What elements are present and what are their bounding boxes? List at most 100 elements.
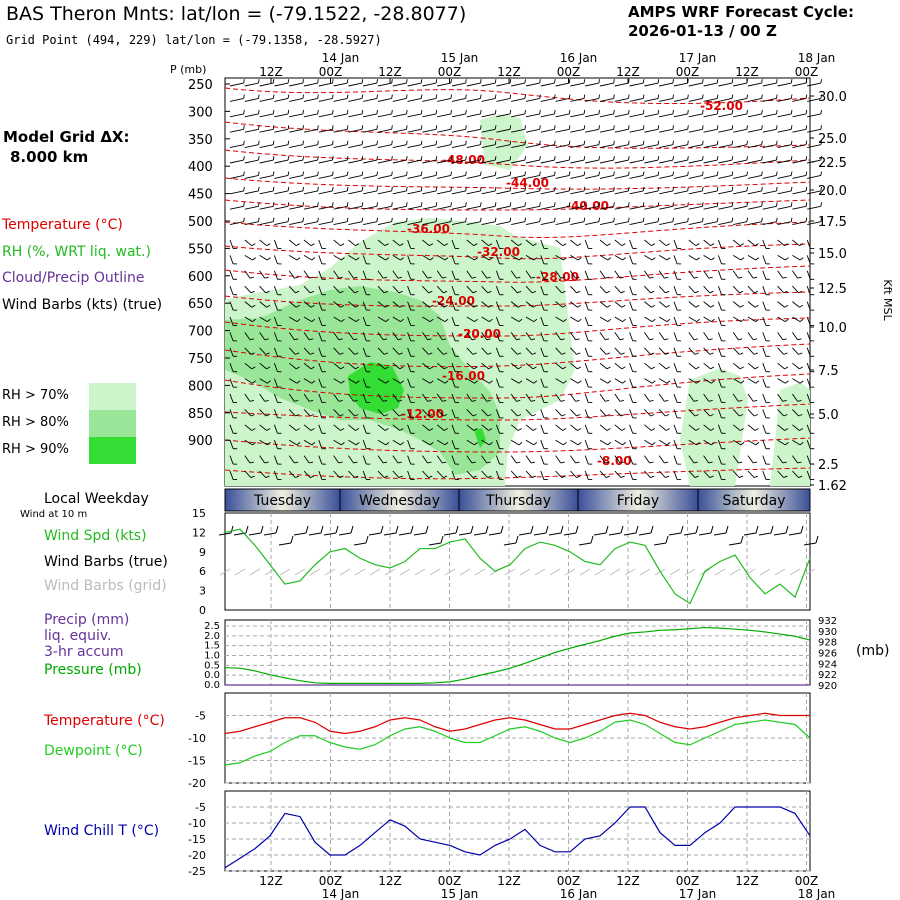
wind-barb-feather	[651, 428, 656, 431]
wind-barb	[762, 440, 767, 449]
wind-barb-feather	[361, 94, 364, 99]
wind-barb	[555, 190, 570, 195]
wind-barb-feather	[346, 94, 349, 99]
wind-barb-feather	[739, 290, 744, 294]
grid-wind-barb	[789, 568, 801, 576]
pressure-tick-label: 930	[818, 627, 837, 638]
wind-barb	[703, 347, 711, 355]
wind-barb	[644, 270, 650, 279]
wind-barb-feather	[385, 257, 390, 261]
wind-barb	[510, 362, 519, 370]
wind-barb-feather	[598, 156, 600, 161]
isotherm-line	[224, 265, 811, 283]
wind-barb	[747, 316, 756, 323]
wind-barb-feather	[620, 475, 625, 479]
wind-barb	[540, 270, 545, 280]
wind-barb-feather	[746, 171, 748, 176]
wind-barb-feather	[665, 366, 670, 370]
wind-barb-feather	[628, 171, 630, 176]
wind-barb	[318, 144, 333, 149]
wind-barb-feather	[332, 125, 334, 130]
wind-barb-feather	[776, 171, 778, 176]
wind-barb-feather	[346, 217, 349, 222]
legend-precip: Precip (mm)	[44, 612, 130, 628]
wind-barb	[244, 270, 251, 279]
wind-barb-feather	[509, 109, 512, 114]
wind-barb-feather	[642, 171, 645, 176]
wind-barb-feather	[474, 318, 478, 322]
pressure-tick-label: 500	[188, 215, 213, 230]
wind-barb	[377, 255, 386, 261]
wind-barb	[362, 470, 367, 480]
wind-barb-feather	[287, 125, 290, 130]
wind-barb	[377, 205, 392, 210]
wind-barb	[481, 285, 489, 294]
wind-barb	[762, 255, 767, 265]
wind-barb-feather	[427, 461, 432, 464]
wind-barb-feather	[391, 125, 393, 130]
wind-barb-feather	[450, 94, 452, 99]
wind-barb	[436, 362, 445, 370]
wind-barb	[629, 393, 634, 403]
wind-barb	[407, 205, 422, 210]
wind-barb	[333, 424, 341, 431]
pressure-tick-label: 922	[818, 670, 837, 681]
wind-barb	[273, 301, 278, 311]
wind-barb	[466, 439, 475, 446]
grid-wind-barb	[399, 568, 411, 576]
wind-barb-feather	[265, 290, 270, 294]
wind-barb-feather	[516, 338, 521, 341]
wind-barb-feather	[517, 352, 522, 355]
top-time-label: 00Z	[676, 65, 700, 79]
wind-barb-feather	[568, 109, 571, 114]
wind-barb	[673, 144, 688, 149]
wind-barb	[644, 128, 659, 133]
wind-barb-feather	[494, 109, 497, 114]
wind-barb-feather	[583, 217, 586, 222]
wind-barb-feather	[693, 338, 698, 341]
wind-barb	[777, 393, 784, 402]
wind-barb	[303, 301, 312, 308]
bottom-time-label: 12Z	[497, 874, 521, 888]
wind-barb	[303, 316, 312, 323]
wind-barb	[599, 98, 614, 102]
wind-barb-feather	[444, 442, 449, 446]
wind-barb-feather	[317, 186, 319, 191]
wind-barb	[481, 144, 496, 149]
wind-barb-feather	[716, 125, 719, 130]
wind-barb	[762, 98, 777, 102]
wind-barb	[259, 255, 268, 261]
wind-barb-feather	[473, 366, 478, 370]
wind-barb	[703, 175, 718, 179]
wind-barb	[792, 455, 798, 464]
wind-barb	[629, 221, 644, 226]
wind-barb-feather	[376, 125, 378, 130]
wind-barb-feather	[785, 380, 789, 384]
wind-barb	[599, 455, 606, 464]
wind-barb-feather	[272, 186, 275, 191]
wind-barb-feather	[785, 257, 789, 261]
wind-barb	[629, 82, 644, 87]
wind-barb-feather	[642, 156, 645, 161]
wind-barb-feather	[577, 318, 582, 322]
wind-barb	[377, 190, 392, 195]
wind-barb-feather	[489, 380, 493, 384]
wind-barb	[570, 159, 585, 164]
wind-barb-feather	[738, 399, 743, 402]
wind-barb	[422, 424, 430, 431]
wind-barb	[288, 409, 296, 417]
wind-barb	[422, 270, 428, 279]
wind-speed-tick-label: 9	[199, 546, 206, 559]
true-wind-barb	[608, 532, 622, 536]
wind-barb	[525, 221, 540, 226]
grid-wind-barb	[684, 568, 696, 576]
wind-barb	[318, 470, 323, 480]
wind-barb	[629, 128, 644, 133]
wind-barb-feather	[398, 475, 403, 479]
wind-barb	[407, 347, 412, 357]
wind-barb	[718, 98, 733, 102]
wind-barb	[732, 316, 742, 323]
wind-barb-feather	[621, 366, 626, 370]
wind-barb	[629, 363, 634, 372]
